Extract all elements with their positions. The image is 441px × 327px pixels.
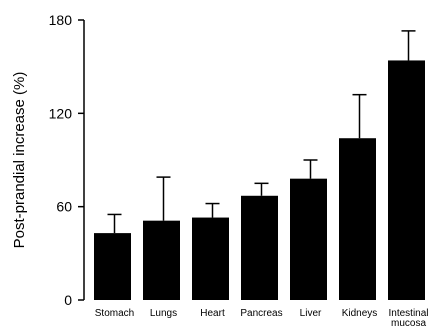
- bar: [192, 217, 229, 300]
- bar: [339, 138, 376, 300]
- y-tick-label: 180: [49, 12, 73, 28]
- y-tick-label: 120: [49, 105, 73, 121]
- bar: [388, 60, 425, 300]
- bar: [94, 233, 131, 300]
- bar: [290, 178, 327, 300]
- x-category-label: Intestinal: [388, 308, 428, 319]
- x-category-label: Kidneys: [342, 308, 378, 319]
- y-tick-label: 60: [56, 199, 72, 215]
- x-category-label: Lungs: [150, 308, 177, 319]
- x-category-label: mucosa: [391, 318, 426, 327]
- y-axis: 0 60 120 180: [49, 12, 85, 308]
- x-category-label: Stomach: [95, 308, 134, 319]
- bars: [94, 30, 425, 300]
- bar: [143, 220, 180, 300]
- x-category-label: Liver: [300, 308, 322, 319]
- y-axis-title: Post-prandial increase (%): [11, 72, 28, 249]
- x-category-label: Heart: [200, 308, 225, 319]
- y-tick-label: 0: [64, 292, 72, 308]
- x-category-label: Pancreas: [240, 308, 282, 319]
- x-axis-labels: Stomach Lungs Heart Pancreas Liver Kidneys Int…: [95, 308, 429, 327]
- bar: [241, 195, 278, 300]
